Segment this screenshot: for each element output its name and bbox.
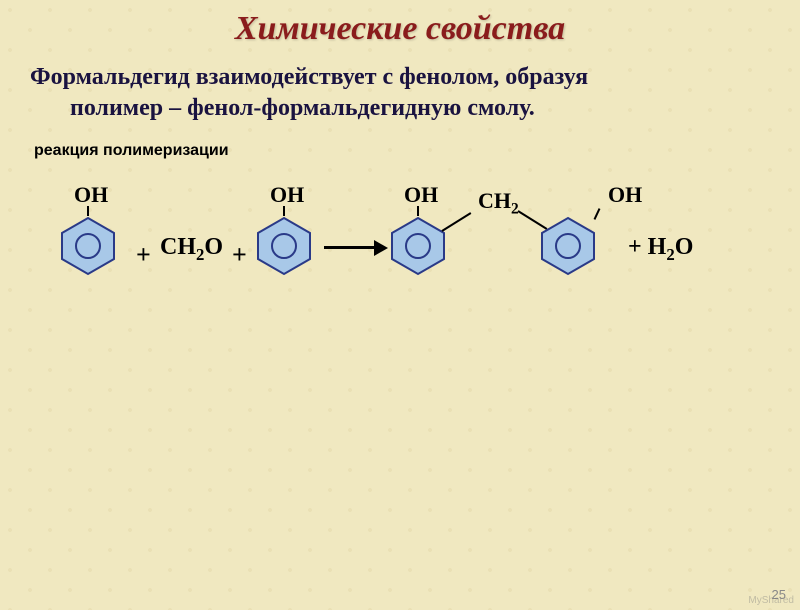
slide-title: Химические свойства [0, 10, 800, 48]
watermark: MyShared [748, 595, 794, 606]
product-phenol-left: OH [388, 216, 448, 281]
h2o-sub: 2 [666, 245, 674, 264]
reaction-type-label: реакция полимеризации [34, 142, 800, 160]
benzene-ring-icon [254, 216, 314, 276]
oh-label-1: OH [74, 182, 108, 208]
phenol-1: OH [58, 216, 118, 281]
oh-label-2: OH [270, 182, 304, 208]
plus-sign-2: + [232, 240, 247, 270]
phenol-2: OH [254, 216, 314, 281]
product-phenol-right: OH [538, 216, 598, 281]
oh-bond-2 [283, 206, 285, 216]
oh-label-3: OH [404, 182, 438, 208]
plus-sign-1: + [136, 240, 151, 270]
benzene-ring-icon [58, 216, 118, 276]
desc-line-2: полимер – фенол-формальдегидную смолу. [30, 93, 770, 124]
oh-bond-1 [87, 206, 89, 216]
benzene-ring-icon [538, 216, 598, 276]
desc-line-1: Формальдегид взаимодействует с фенолом, … [30, 62, 770, 93]
reaction-arrow-icon [324, 246, 380, 249]
ch2-bridge-label: CH2 [478, 188, 519, 218]
h2o-suffix: O [675, 234, 694, 260]
h2o-prefix: + H [628, 234, 666, 260]
reaction-arrow-head-icon [374, 240, 388, 256]
reaction-diagram: OH + CH2O + OH OH CH2 OH [28, 168, 800, 308]
benzene-ring-icon [388, 216, 448, 276]
slide-description: Формальдегид взаимодействует с фенолом, … [30, 62, 770, 124]
oh-bond-3 [417, 206, 419, 216]
formaldehyde-label: CH2O [160, 234, 223, 265]
water-product-label: + H2O [628, 234, 693, 265]
oh-label-4: OH [608, 182, 642, 208]
